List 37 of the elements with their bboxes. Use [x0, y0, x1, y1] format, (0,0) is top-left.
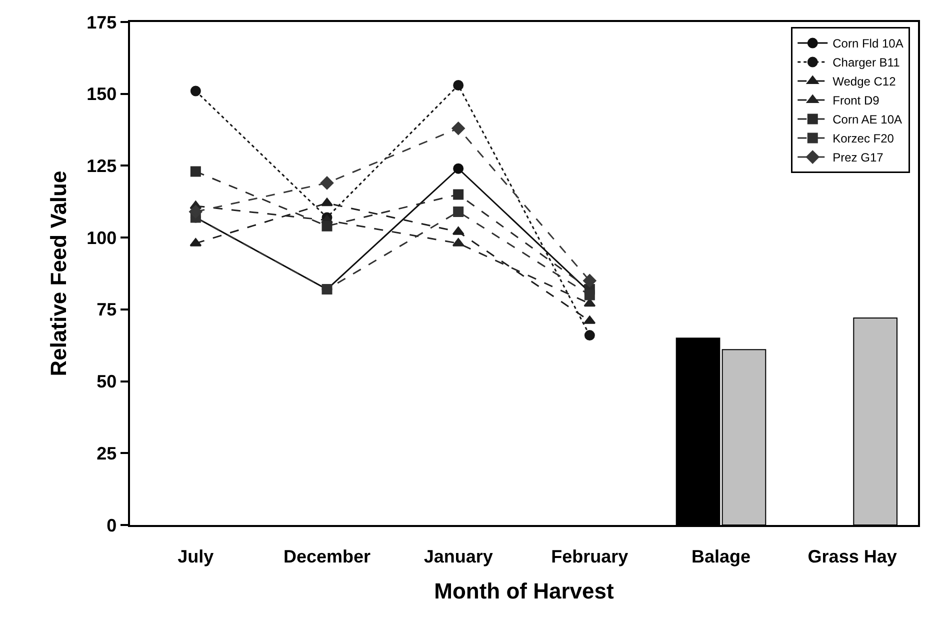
point: [453, 189, 464, 200]
x-tick-label: February: [551, 546, 628, 566]
point: [320, 176, 334, 190]
point: [190, 86, 201, 96]
x-axis-title: Month of Harvest: [434, 578, 615, 604]
y-tick-label: 25: [96, 443, 117, 464]
legend-label: Corn AE 10A: [832, 112, 902, 127]
legend-label: Front D9: [832, 94, 880, 108]
x-tick-label: July: [178, 546, 214, 566]
y-tick-label: 100: [86, 228, 117, 248]
point: [583, 274, 596, 288]
y-tick-label: 175: [86, 12, 117, 32]
point: [322, 220, 332, 232]
point: [452, 122, 465, 135]
point: [453, 206, 464, 217]
y-tick-label: 75: [96, 300, 117, 320]
point: [584, 330, 595, 341]
point: [453, 163, 464, 174]
point: [190, 166, 201, 177]
legend-label: Korzec F20: [832, 132, 894, 146]
legend-label: Prez G17: [832, 150, 884, 165]
legend-label: Corn Fld 10A: [832, 36, 904, 51]
y-tick-label: 125: [86, 156, 117, 176]
point: [453, 80, 464, 90]
x-tick-label: December: [283, 546, 371, 566]
y-tick-label: 150: [86, 84, 117, 104]
x-tick-label: January: [424, 546, 493, 566]
y-tick-label: 0: [106, 515, 117, 536]
x-tick-label: Grass Hay: [808, 546, 897, 566]
point: [189, 205, 202, 218]
y-axis-title: Relative Feed Value: [46, 170, 71, 376]
point: [584, 290, 595, 300]
point: [321, 198, 333, 206]
legend-label: Wedge C12: [832, 74, 896, 89]
x-tick-label: Balage: [691, 546, 751, 566]
legend-label: Charger B11: [832, 56, 900, 70]
y-tick-label: 50: [96, 372, 117, 392]
